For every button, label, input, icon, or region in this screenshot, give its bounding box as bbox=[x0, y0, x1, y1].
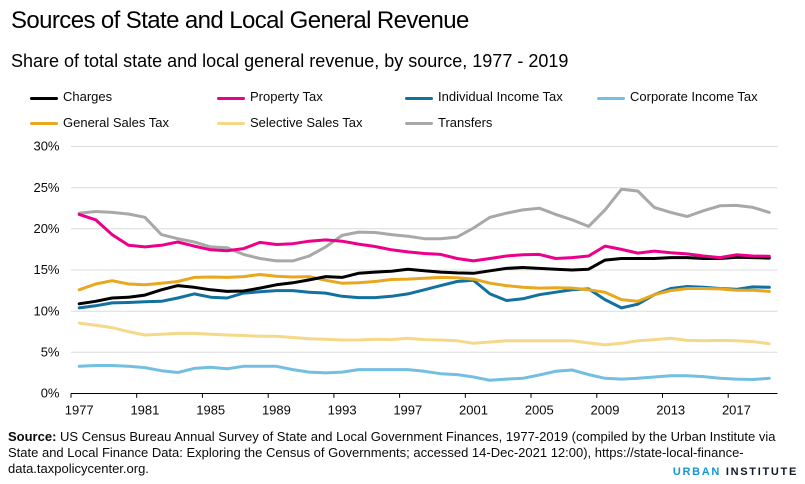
svg-text:20%: 20% bbox=[33, 221, 59, 236]
svg-text:0%: 0% bbox=[41, 386, 60, 401]
svg-text:1985: 1985 bbox=[196, 403, 225, 418]
svg-text:1977: 1977 bbox=[65, 403, 94, 418]
svg-text:5%: 5% bbox=[41, 344, 60, 359]
svg-text:2017: 2017 bbox=[722, 403, 751, 418]
svg-text:1997: 1997 bbox=[393, 403, 422, 418]
svg-text:1989: 1989 bbox=[262, 403, 291, 418]
svg-text:10%: 10% bbox=[33, 303, 59, 318]
svg-text:2009: 2009 bbox=[591, 403, 620, 418]
svg-text:2001: 2001 bbox=[459, 403, 488, 418]
svg-text:2005: 2005 bbox=[525, 403, 554, 418]
svg-text:1981: 1981 bbox=[130, 403, 159, 418]
svg-text:1993: 1993 bbox=[328, 403, 357, 418]
svg-text:30%: 30% bbox=[33, 139, 59, 154]
svg-text:15%: 15% bbox=[33, 262, 59, 277]
svg-text:25%: 25% bbox=[33, 180, 59, 195]
svg-text:2013: 2013 bbox=[656, 403, 685, 418]
